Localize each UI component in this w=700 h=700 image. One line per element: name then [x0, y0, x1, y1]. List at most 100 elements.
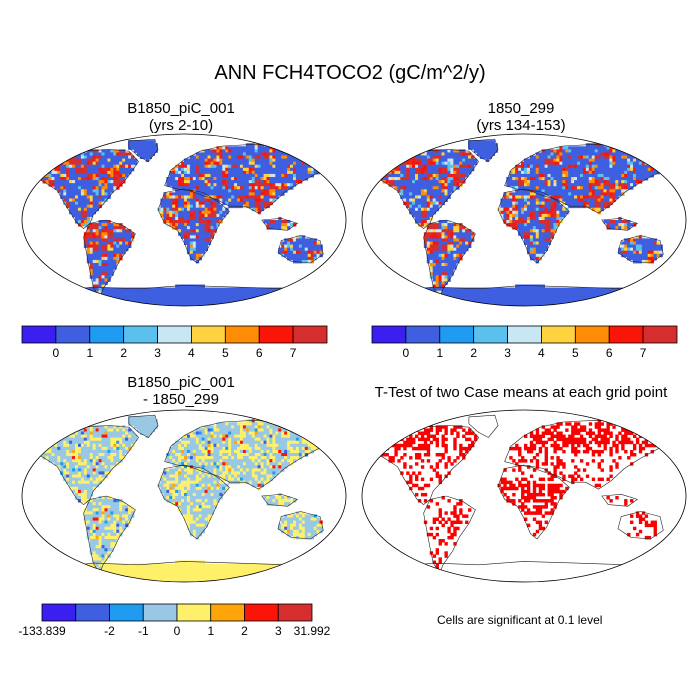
coastline-northAmerica — [371, 425, 479, 505]
colorbar-swatch — [41, 603, 77, 622]
panel-title-line1: 1850_299 — [487, 100, 555, 117]
colorbar-top-right: 0 1 2 3 4 5 6 7 — [371, 325, 678, 360]
coastline-indonesia — [261, 493, 299, 507]
panel-title-top-right: 1850_299 (yrs 134-153) — [356, 100, 686, 134]
coastline-greenland — [128, 138, 159, 162]
colorbar-top-left: 0 1 2 3 4 5 6 7 — [21, 325, 328, 360]
colorbar-tick-label: 1 — [86, 346, 93, 360]
colorbar-swatch — [109, 603, 144, 622]
colorbar-swatch — [277, 603, 313, 622]
coastline-southAmerica — [83, 495, 136, 575]
colorbar-swatch — [608, 325, 644, 344]
colorbar-tick-label: 1 — [207, 624, 214, 638]
colorbar-swatch — [75, 603, 110, 622]
map-border — [21, 133, 347, 307]
colorbar-tick-label: 6 — [606, 346, 613, 360]
colorbar-swatch — [89, 325, 125, 344]
coastline-northAmerica — [31, 149, 139, 229]
colorbar-swatch — [642, 325, 678, 344]
coastline-southAmerica — [83, 219, 136, 299]
panel-title-line1: T-Test of two Case means at each grid po… — [374, 384, 668, 401]
colorbar-swatch — [191, 325, 226, 344]
panel-title-bottom-right: T-Test of two Case means at each grid po… — [348, 384, 694, 401]
coastline-eurasia — [164, 143, 331, 214]
coastline-australia — [617, 235, 664, 264]
coastline-southAmerica — [423, 495, 476, 575]
colorbar-tick-label: 7 — [640, 346, 647, 360]
panel-title-line1: B1850_piC_001 — [127, 100, 235, 117]
colorbar-tick-label: 0 — [403, 346, 410, 360]
colorbar-swatch — [142, 603, 178, 622]
coastline-africa — [157, 464, 230, 540]
colorbar-tick-label: 31.992 — [294, 624, 331, 638]
panel-title-bottom-left: B1850_piC_001 - 1850_299 — [16, 374, 346, 408]
colorbar-tick-label: 2 — [470, 346, 477, 360]
coastline-northAmerica — [31, 425, 139, 505]
colorbar-swatch — [574, 325, 610, 344]
colorbar-swatch — [21, 325, 57, 344]
colorbar-swatch — [157, 325, 192, 344]
colorbar-tick-label: 2 — [241, 624, 248, 638]
map-border — [361, 133, 687, 307]
panel-title-line1: B1850_piC_001 — [127, 374, 235, 391]
colorbar-tick-label: -1 — [138, 624, 149, 638]
colorbar-swatch — [473, 325, 508, 344]
map-bottom-right — [361, 409, 687, 583]
colorbar-tick-label: 5 — [572, 346, 579, 360]
coastline-australia — [277, 511, 324, 540]
colorbar-swatch — [176, 603, 212, 622]
coastline-northAmerica — [371, 149, 479, 229]
colorbar-swatch — [292, 325, 328, 344]
map-border — [21, 409, 347, 583]
colorbar-tick-label: -133.839 — [18, 624, 66, 638]
colorbar-swatch — [439, 325, 475, 344]
significance-note: Cells are significant at 0.1 level — [437, 613, 603, 627]
colorbar-tick-label: 0 — [53, 346, 60, 360]
colorbar-tick-label: 7 — [290, 346, 297, 360]
coastline-greenland — [468, 138, 499, 162]
coastline-eurasia — [504, 419, 671, 490]
coastline-indonesia — [601, 217, 639, 231]
map-data-cells — [370, 419, 669, 574]
coastline-eurasia — [504, 143, 671, 214]
coastline-indonesia — [261, 217, 299, 231]
colorbar-tick-label: -2 — [104, 624, 115, 638]
colorbar-tick-label: 1 — [436, 346, 443, 360]
colorbar-swatch — [541, 325, 576, 344]
panel-title-line2: (yrs 2-10) — [148, 117, 214, 134]
colorbar-tick-label: 3 — [275, 624, 282, 638]
coastline-southAmerica — [423, 219, 476, 299]
colorbar-tick-label: 0 — [174, 624, 181, 638]
colorbar-swatch — [507, 325, 542, 344]
coastline-indonesia — [601, 493, 639, 507]
colorbar-tick-label: 3 — [154, 346, 161, 360]
colorbar-tick-label: 4 — [188, 346, 195, 360]
map-top-left — [21, 133, 347, 307]
map-bottom-left — [21, 409, 347, 583]
colorbar-tick-label: 6 — [256, 346, 263, 360]
map-top-right — [361, 133, 687, 307]
coastline-africa — [497, 188, 570, 264]
map-border — [361, 409, 687, 583]
coastline-africa — [497, 464, 570, 540]
panel-title-line2: (yrs 134-153) — [476, 117, 566, 134]
colorbar-swatch — [55, 325, 91, 344]
colorbar-swatch — [371, 325, 407, 344]
colorbar-tick-label: 4 — [538, 346, 545, 360]
colorbar-swatch — [224, 325, 260, 344]
panel-title-line2: - 1850_299 — [143, 391, 219, 408]
colorbar-swatch — [405, 325, 441, 344]
coastline-australia — [277, 235, 324, 264]
coastline-eurasia — [164, 419, 331, 490]
colorbar-tick-label: 3 — [504, 346, 511, 360]
colorbar-swatch — [244, 603, 279, 622]
map-data-cells — [370, 140, 669, 306]
coastline-greenland — [128, 414, 159, 438]
coastline-australia — [617, 511, 664, 540]
panel-title-top-left: B1850_piC_001 (yrs 2-10) — [16, 100, 346, 134]
colorbar-tick-label: 5 — [222, 346, 229, 360]
coastline-greenland — [468, 414, 499, 438]
main-title: ANN FCH4TOCO2 (gC/m^2/y) — [214, 62, 486, 84]
colorbar-swatch — [210, 603, 245, 622]
